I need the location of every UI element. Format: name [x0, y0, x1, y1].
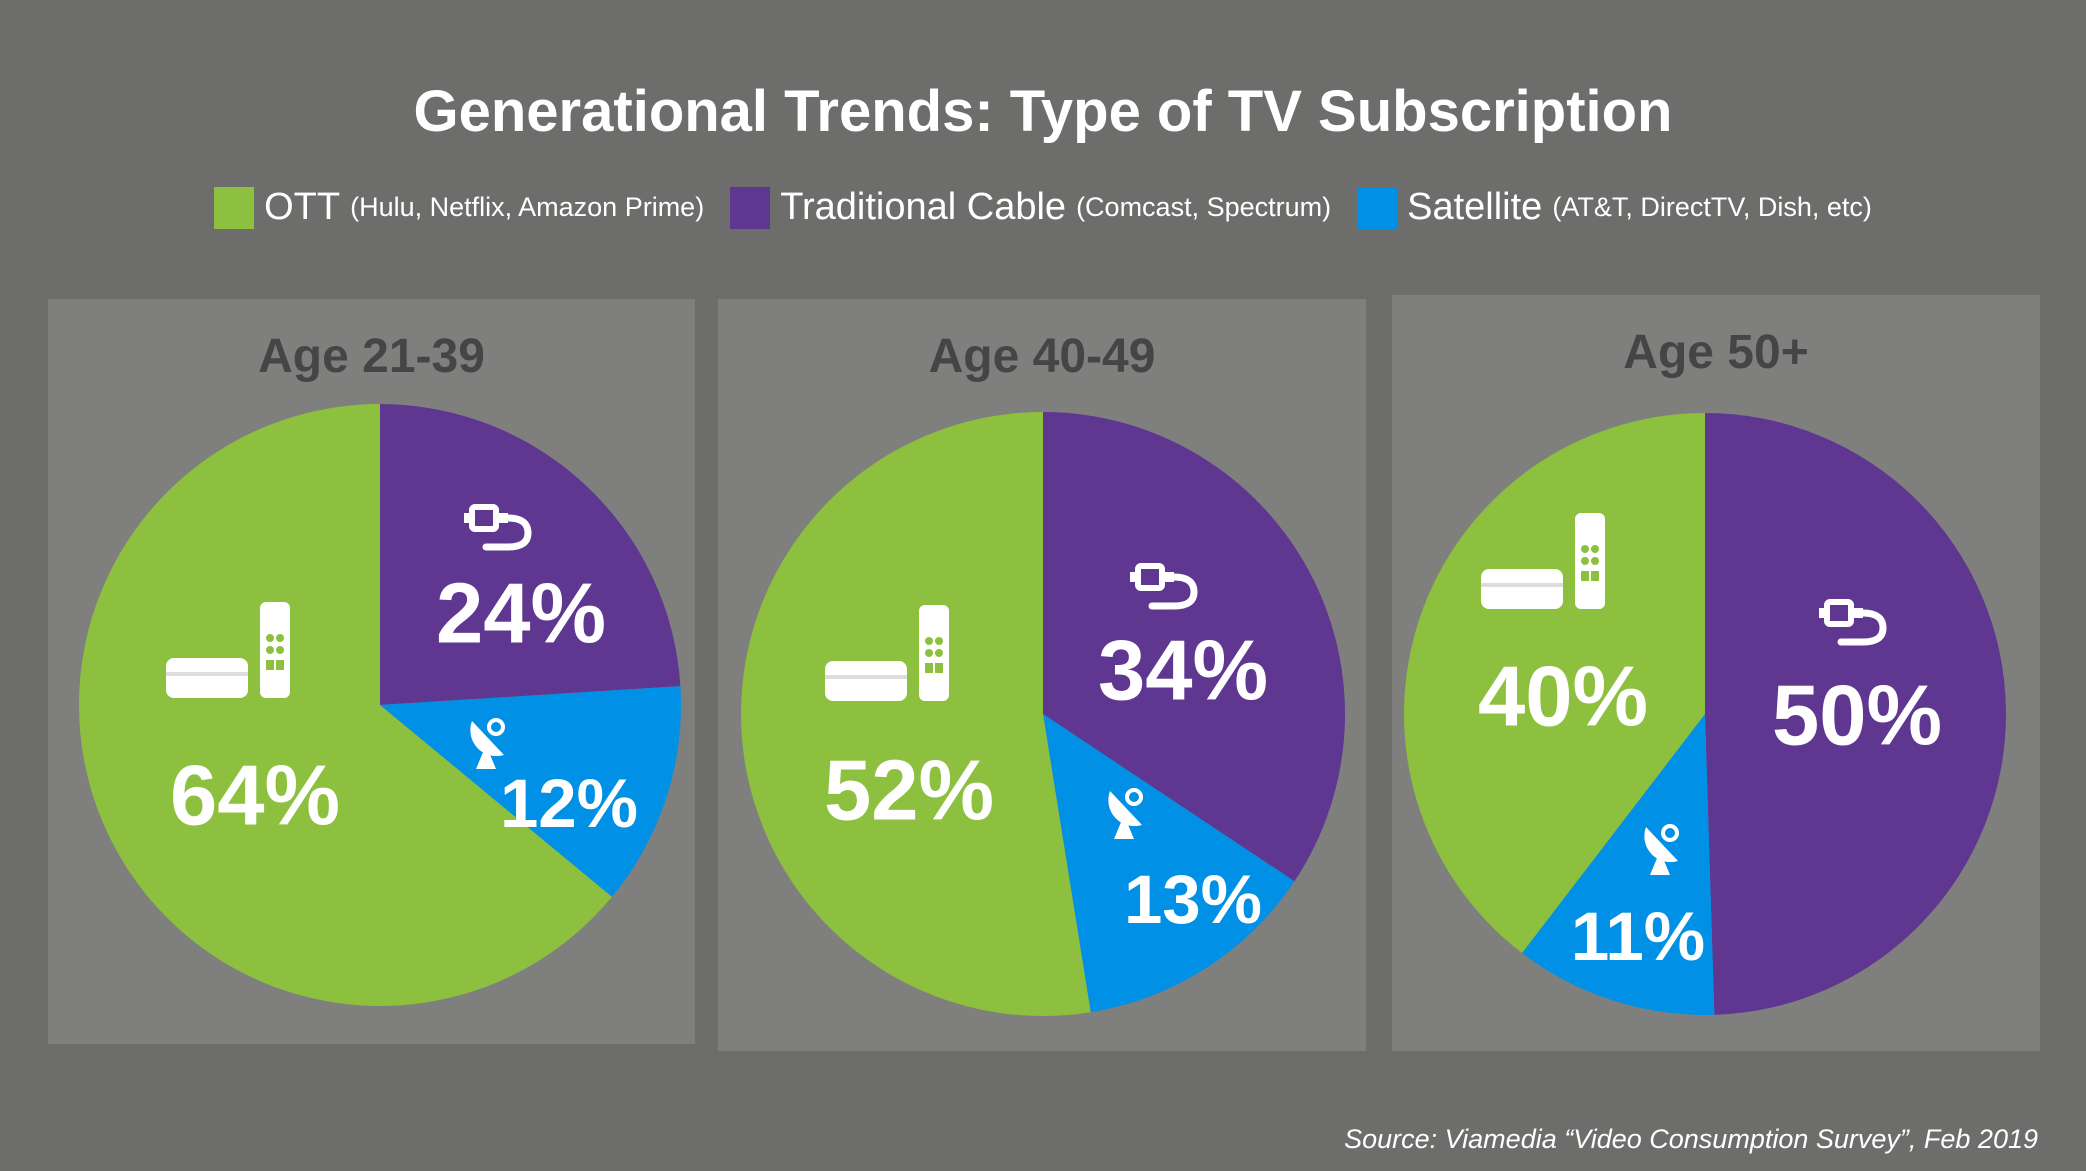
legend-label: Traditional Cable [780, 186, 1067, 228]
pie-slice-traditional-cable [380, 404, 681, 705]
panel-title: Age 40-49 [928, 330, 1156, 383]
panel-age-21-39: Age 21-39 24% 12% 64% [48, 299, 695, 1044]
data-label: 64% [170, 749, 340, 844]
legend-label: OTT [264, 186, 341, 228]
chart-title: Generational Trends: Type of TV Subscrip… [413, 79, 1673, 144]
data-label: 11% [1571, 898, 1705, 975]
pie-slice-ott [1404, 413, 1705, 954]
streaming-box-remote-icon [825, 605, 949, 701]
legend-item-ott: OTT (Hulu, Netflix, Amazon Prime) [214, 186, 704, 229]
pie-slice-traditional-cable [1043, 412, 1345, 882]
streaming-box-remote-icon [1481, 513, 1605, 609]
pie-chart: 24% 12% 64% [78, 403, 682, 1006]
cable-plug-icon [464, 504, 532, 551]
legend-item-cable: Traditional Cable (Comcast, Spectrum) [730, 186, 1331, 229]
legend-swatch [1357, 186, 1398, 229]
streaming-box-remote-icon [166, 602, 290, 698]
pie-slice-satellite [1522, 714, 1715, 1015]
data-label: 12% [500, 765, 638, 842]
data-label: 34% [1098, 624, 1268, 719]
satellite-dish-icon [1644, 824, 1679, 875]
pie-chart: 34% 13% 52% [741, 412, 1345, 1016]
legend: OTT (Hulu, Netflix, Amazon Prime) Traditi… [0, 186, 2086, 229]
cable-plug-icon [1819, 599, 1887, 646]
pie-slice-ott [78, 403, 612, 1006]
panel-title: Age 21-39 [258, 330, 485, 383]
legend-swatch [730, 186, 771, 229]
legend-swatch [214, 186, 255, 229]
pie-chart: 50% 11% 40% [1404, 413, 2007, 1015]
source-note: Source: Viamedia “Video Consumption Surv… [1344, 1124, 2038, 1154]
panel-title: Age 50+ [1623, 326, 1809, 379]
pie-slice-satellite [380, 686, 682, 897]
cable-plug-icon [1130, 563, 1198, 610]
legend-detail: (Hulu, Netflix, Amazon Prime) [350, 192, 705, 222]
data-label: 24% [436, 567, 606, 662]
satellite-dish-icon [470, 718, 505, 769]
data-label: 40% [1478, 650, 1648, 745]
data-label: 50% [1772, 669, 1942, 764]
pie-slice-ott [741, 412, 1091, 1016]
pie-slice-satellite [1043, 714, 1295, 1013]
satellite-dish-icon [1108, 788, 1143, 839]
data-label: 52% [824, 744, 994, 839]
data-label: 13% [1124, 861, 1262, 938]
pie-slice-traditional-cable [1705, 413, 2007, 1015]
panel-age-40-49: Age 40-49 34% 13% 52% [718, 299, 1366, 1051]
legend-label: Satellite [1407, 186, 1543, 228]
panel-age-50-plus: Age 50+ 50% 11% 40% [1392, 295, 2040, 1051]
legend-detail: (Comcast, Spectrum) [1076, 192, 1332, 222]
legend-item-satellite: Satellite (AT&T, DirectTV, Dish, etc) [1357, 186, 1872, 229]
legend-detail: (AT&T, DirectTV, Dish, etc) [1552, 192, 1872, 222]
